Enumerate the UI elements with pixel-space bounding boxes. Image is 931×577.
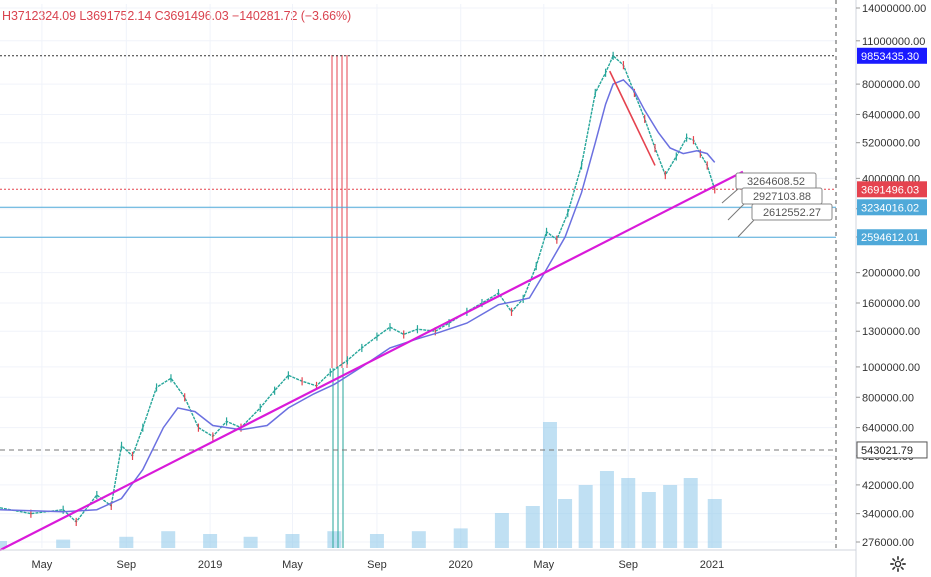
price-tag-label: 9853435.30 — [861, 51, 919, 63]
y-tick-label: 2000000.00 — [862, 268, 920, 280]
y-tick-label: 800000.00 — [862, 392, 914, 404]
moving-average-line — [0, 79, 716, 513]
y-tick-label: 1300000.00 — [862, 326, 920, 338]
volume-bar — [327, 531, 342, 548]
volume-bar — [119, 536, 134, 548]
y-tick-label: 1000000.00 — [862, 362, 920, 374]
price-tag — [857, 199, 927, 216]
volume-bar — [494, 513, 509, 548]
low-value: 3691752.14 — [86, 9, 152, 23]
volume-bar — [641, 492, 656, 548]
callout-pointer — [737, 219, 755, 238]
volume-bar — [203, 534, 218, 548]
price-tag-label: 543021.79 — [861, 445, 913, 457]
volume-bar — [369, 534, 384, 548]
y-tick-label: 14000000.00 — [862, 3, 926, 15]
volume-bar — [243, 536, 258, 548]
x-tick-label: May — [31, 559, 52, 571]
y-tick-label: 276000.00 — [862, 537, 914, 549]
volume-bar — [707, 499, 722, 548]
x-tick-label: 2021 — [700, 559, 724, 571]
x-tick-label: 2020 — [448, 559, 472, 571]
price-tag — [857, 47, 927, 64]
change-value: −140281.72 (−3.66%) — [232, 9, 352, 23]
price-tag — [857, 229, 927, 246]
volume-bar — [161, 531, 176, 548]
x-tick-label: Sep — [117, 559, 137, 571]
high-label: H — [2, 9, 11, 23]
callout-box[interactable] — [751, 203, 833, 221]
trendline[interactable] — [0, 170, 744, 552]
x-tick-label: Sep — [618, 559, 638, 571]
volume-bar — [542, 422, 557, 548]
x-tick-label: May — [533, 559, 554, 571]
close-value: 3691496.03 — [163, 9, 229, 23]
volume-bar — [525, 506, 540, 548]
volume-bar — [663, 485, 678, 548]
price-tag — [857, 181, 927, 198]
volume-bar — [599, 471, 614, 548]
y-tick-label: 11000000.00 — [862, 36, 925, 48]
callout-pointer — [721, 188, 739, 204]
y-tick-label: 420000.00 — [862, 480, 914, 492]
y-tick-label: 8000000.00 — [862, 79, 920, 91]
price-tag — [856, 441, 928, 459]
volume-bar — [683, 478, 698, 548]
volume-bar — [56, 539, 71, 548]
y-tick-label: 1600000.00 — [862, 298, 920, 310]
wedge-line[interactable] — [608, 70, 656, 166]
y-tick-label: 5200000.00 — [862, 138, 920, 150]
x-tick-label: Sep — [367, 559, 387, 571]
price-series-line — [0, 54, 716, 523]
volume-bar — [0, 541, 7, 548]
callout-text: 2927103.88 — [753, 191, 811, 203]
callout-pointer — [727, 203, 745, 221]
price-tag-label: 3691496.03 — [861, 184, 919, 196]
volume-bar — [621, 478, 636, 548]
x-tick-label: May — [282, 559, 303, 571]
y-tick-label: 340000.00 — [862, 509, 914, 521]
volume-bar — [285, 534, 300, 548]
high-value: 3712324.09 — [10, 9, 76, 23]
close-label: C — [154, 9, 164, 23]
price-tag-label: 3234016.02 — [861, 202, 919, 214]
price-tag-label: 2594612.01 — [861, 232, 919, 244]
settings-gear-icon[interactable] — [889, 555, 907, 573]
callout-text: 2612552.27 — [763, 207, 821, 219]
volume-bar — [558, 499, 573, 548]
x-tick-label: 2019 — [198, 559, 222, 571]
volume-bar — [411, 531, 426, 548]
y-tick-label: 6400000.00 — [862, 109, 920, 121]
callout-text: 3264608.52 — [747, 176, 805, 188]
volume-bar — [453, 528, 468, 548]
volume-bar — [578, 485, 593, 548]
y-tick-label: 640000.00 — [862, 423, 914, 435]
ohlc-readout: H3712324.09 L3691752.14 C3691496.03 −140… — [2, 9, 351, 23]
low-label: L — [79, 9, 87, 23]
